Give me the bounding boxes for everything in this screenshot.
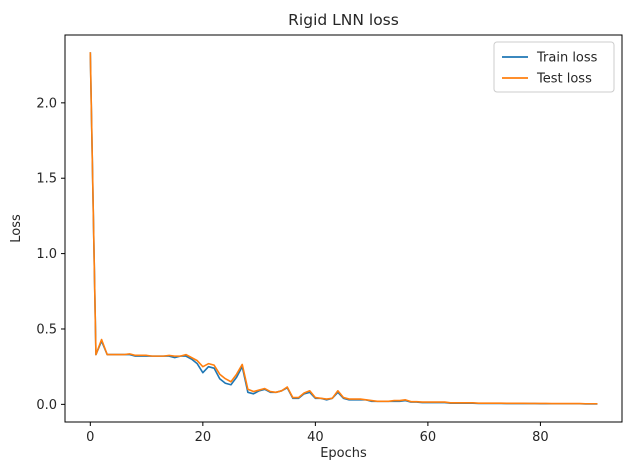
legend: Train loss Test loss (493, 41, 615, 93)
plot-area (65, 35, 622, 422)
x-tick-label: 80 (532, 430, 549, 445)
x-tick-label: 60 (420, 430, 437, 445)
x-tick-label: 0 (86, 430, 94, 445)
y-tick-label: 1.5 (36, 172, 57, 187)
y-axis-label: Loss (9, 214, 24, 243)
series-layer (89, 52, 598, 405)
series-line-test-loss (89, 52, 598, 405)
x-tick-label: 40 (307, 430, 324, 445)
plot-frame (64, 34, 623, 423)
x-axis-label: Epochs (320, 446, 367, 461)
y-tick-label: 1.0 (36, 247, 57, 262)
y-axis-ticks: 0.0 0.5 1.0 1.5 2.0 (36, 96, 65, 413)
y-tick-label: 2.0 (36, 96, 57, 111)
legend-label: Train loss (536, 51, 598, 66)
chart-title: Rigid LNN loss (288, 11, 399, 29)
y-tick-label: 0.0 (36, 398, 57, 413)
x-tick-label: 20 (195, 430, 212, 445)
x-axis-ticks: 0 20 40 60 80 (86, 422, 549, 445)
legend-label: Test loss (536, 72, 592, 87)
legend-box (493, 41, 615, 93)
y-tick-label: 0.5 (36, 322, 57, 337)
